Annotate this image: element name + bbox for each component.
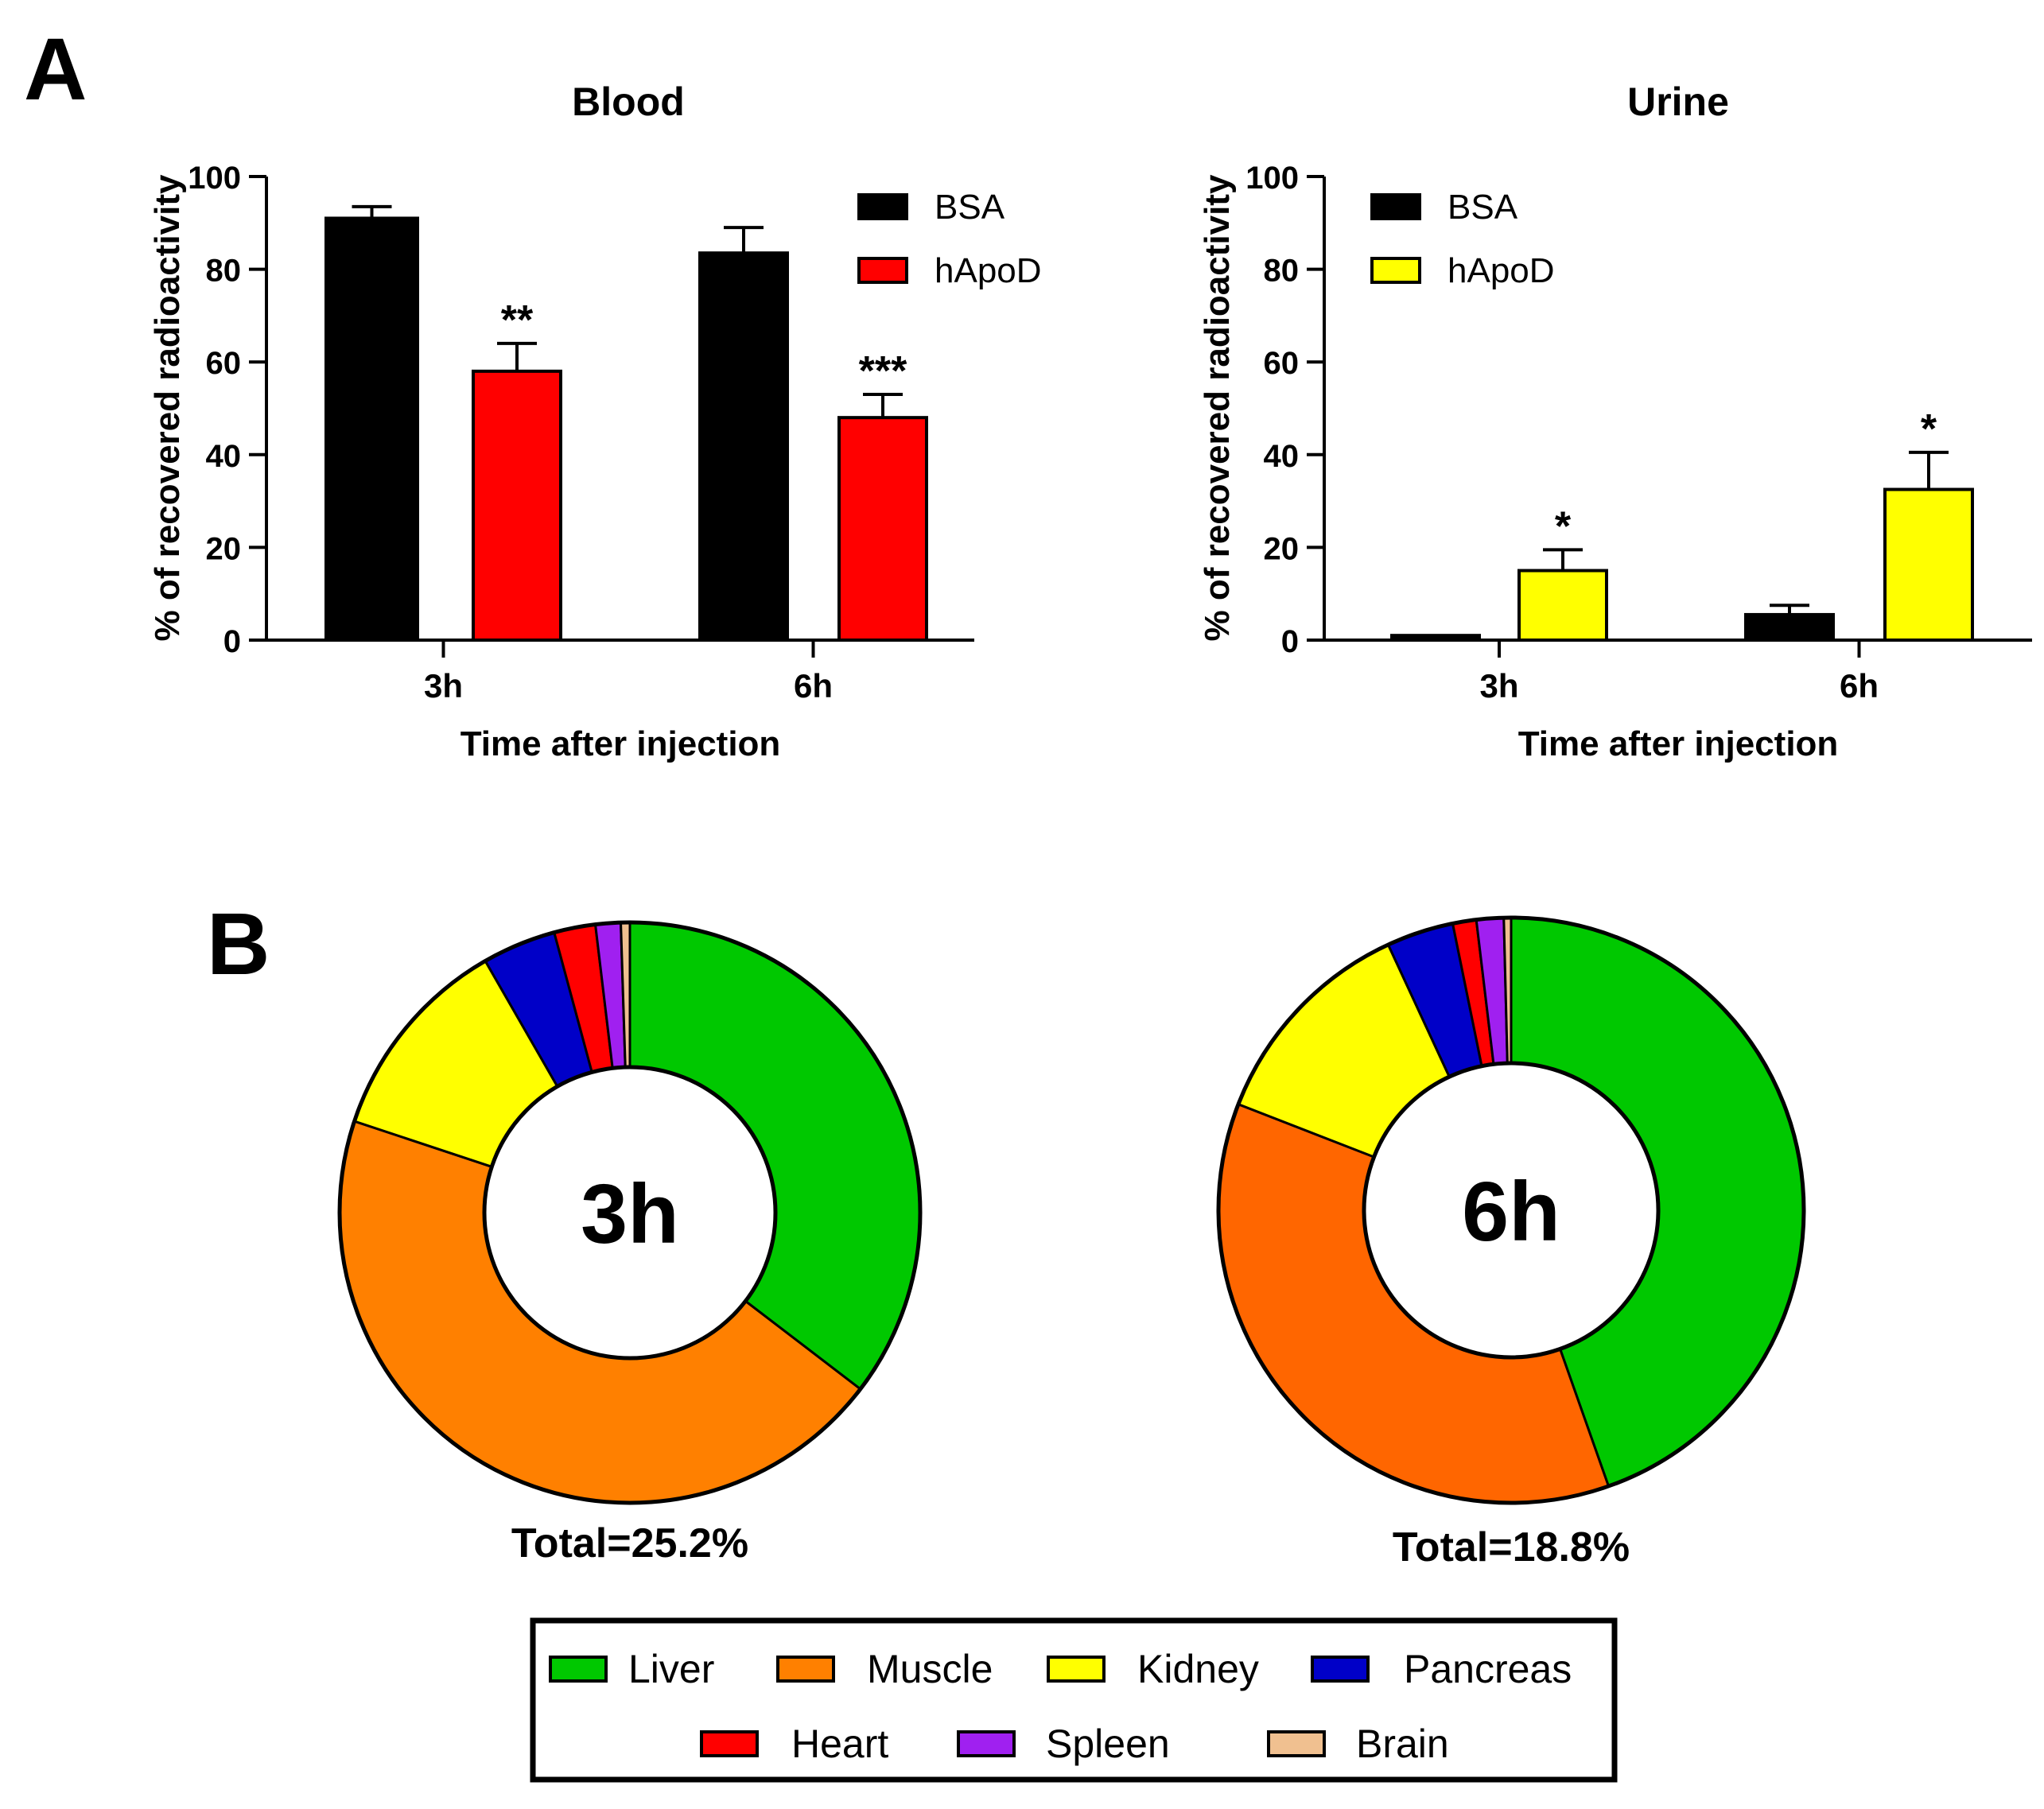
legend-swatch	[857, 257, 908, 284]
x-tick-label: 6h	[794, 667, 833, 705]
bar-bsa-3h	[1390, 634, 1481, 642]
x-tick-label: 3h	[424, 667, 463, 705]
legend-swatch-heart	[700, 1730, 759, 1757]
donut-total-label: Total=25.2%	[511, 1520, 748, 1566]
legend-label-pancreas: Pancreas	[1404, 1647, 1572, 1691]
bar-hapod-3h	[472, 369, 562, 642]
y-tick-label: 0	[223, 624, 241, 659]
x-tick-label: 3h	[1479, 667, 1518, 705]
y-tick-label: 60	[206, 346, 242, 381]
donut-hole	[482, 1065, 778, 1361]
donut-outline	[1216, 915, 1806, 1505]
bar-hapod-6h	[837, 416, 928, 642]
y-tick-label: 40	[1264, 439, 1300, 474]
legend-label-liver: Liver	[628, 1647, 714, 1691]
legend-label-heart: Heart	[791, 1722, 888, 1766]
organ-legend: Liver Muscle Kidney Pancreas Heart Spleen Brai…	[530, 1617, 1618, 1783]
donut-center-label: 6h	[1462, 1165, 1560, 1259]
bar-hapod-3h	[1517, 569, 1608, 642]
legend-swatch	[1370, 193, 1421, 220]
y-tick-label: 20	[1264, 531, 1300, 566]
y-tick-label: 100	[188, 161, 241, 196]
chart-title: Blood	[572, 80, 685, 124]
significance-marker: **	[501, 297, 534, 344]
legend-label: BSA	[935, 188, 1005, 227]
y-tick-label: 20	[206, 531, 242, 566]
bar-bsa-6h	[698, 251, 789, 642]
significance-marker: *	[1921, 406, 1937, 452]
donut-outline	[337, 920, 923, 1505]
bar-hapod-6h	[1883, 487, 1974, 642]
legend-label-muscle: Muscle	[867, 1647, 993, 1691]
y-tick-label: 40	[206, 439, 242, 474]
significance-marker: ***	[859, 348, 907, 394]
legend-swatch-spleen	[957, 1730, 1016, 1757]
legend-swatch	[857, 193, 908, 220]
y-tick-label: 80	[206, 254, 242, 289]
significance-marker: *	[1555, 503, 1572, 549]
legend-swatch-pancreas	[1311, 1656, 1370, 1683]
legend-swatch-kidney	[1047, 1656, 1106, 1683]
y-tick-label: 100	[1245, 161, 1299, 196]
legend-swatch-brain	[1267, 1730, 1326, 1757]
x-axis-label: Time after injection	[460, 724, 781, 763]
blood-bar-chart: Blood 0 20 40 60 80 100 3h 6h Time after injectio…	[148, 80, 1042, 763]
legend-swatch-muscle	[776, 1656, 835, 1683]
panel-label-a: A	[24, 21, 87, 118]
legend-label-kidney: Kidney	[1137, 1647, 1259, 1691]
y-tick-label: 0	[1281, 624, 1299, 659]
bar-bsa-6h	[1744, 612, 1835, 642]
legend-label-brain: Brain	[1356, 1722, 1449, 1766]
donut-chart-3h: 3h Total=25.2%	[337, 920, 923, 1566]
donut-hole	[1362, 1061, 1661, 1360]
legend-swatch	[1370, 257, 1421, 284]
legend-label: hApoD	[1448, 251, 1555, 290]
donut-chart-6h: 6h Total=18.8%	[1216, 915, 1806, 1570]
legend-label: hApoD	[935, 251, 1042, 290]
y-tick-label: 60	[1264, 346, 1300, 381]
x-axis-label: Time after injection	[1518, 724, 1839, 763]
donut-total-label: Total=18.8%	[1393, 1524, 1630, 1570]
legend-swatch-liver	[549, 1656, 608, 1683]
legend-label: BSA	[1448, 188, 1518, 227]
legend-label-spleen: Spleen	[1046, 1722, 1170, 1766]
x-tick-label: 6h	[1840, 667, 1879, 705]
y-axis-label: % of recovered radioactivity	[148, 174, 187, 641]
donut-center-label: 3h	[581, 1167, 679, 1261]
panel-label-b: B	[207, 895, 270, 993]
bar-bsa-3h	[324, 216, 419, 642]
y-tick-label: 80	[1264, 254, 1300, 289]
y-axis-label: % of recovered radioactivity	[1198, 174, 1237, 641]
chart-title: Urine	[1627, 80, 1729, 124]
